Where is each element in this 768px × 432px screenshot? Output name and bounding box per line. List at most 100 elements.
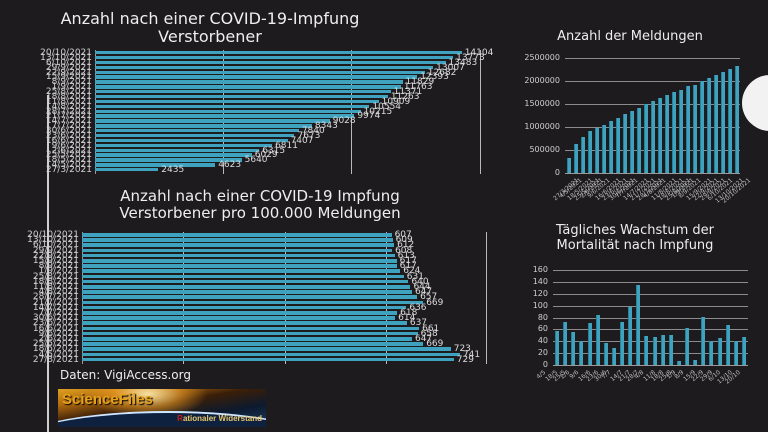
bar-value-label: 2435: [161, 165, 185, 176]
bar: [664, 94, 669, 173]
bar: [95, 55, 454, 60]
category-label: 15/9/2021: [45, 72, 92, 83]
bar: [650, 101, 655, 173]
bar: [82, 347, 451, 352]
bar: [82, 305, 407, 310]
y-tick-label: 100: [532, 300, 548, 310]
y-tick-label: 60: [537, 324, 548, 334]
bar: [82, 290, 412, 294]
grid-line: [553, 270, 748, 271]
bar-value-label: 10215: [363, 106, 393, 117]
bar: [657, 97, 662, 173]
bar: [720, 72, 725, 173]
chart2-title-line2: Verstorbener pro 100.000 Meldungen: [119, 204, 401, 223]
bar-value-label: 4623: [218, 160, 242, 171]
bar: [573, 144, 578, 173]
bar: [587, 322, 592, 365]
bar-value-label: 647: [414, 334, 433, 344]
y-tick-label: 160: [532, 265, 548, 274]
bar-value-label: 640: [411, 276, 429, 287]
bar: [699, 80, 704, 173]
category-label: 25/5/2021: [45, 150, 92, 161]
sciencefiles-logo[interactable]: ScienceFiles Rationaler Widerstand: [58, 389, 266, 427]
bar: [95, 75, 418, 79]
bar-value-label: 12682: [427, 67, 457, 78]
bar: [82, 326, 420, 331]
bar-value-label: 7673: [297, 130, 321, 141]
bar-value-label: 741: [462, 349, 481, 360]
chart1-title-line1: Anzahl nach einer COVID-19-Impfung: [60, 9, 360, 28]
chart1-title-line2: Verstorbener: [158, 27, 262, 47]
bar-value-label: 637: [409, 318, 428, 329]
category-label: 14/7/2021: [45, 116, 92, 127]
bar: [82, 253, 395, 258]
bar: [601, 125, 606, 173]
category-label: 30/6/2021: [45, 126, 92, 137]
category-label: 1/9/2021: [51, 82, 92, 93]
bar: [555, 331, 560, 365]
bar: [95, 114, 355, 118]
bar: [95, 99, 379, 104]
grid-line: [565, 81, 740, 82]
chart3-reports-bar: 2500000 2000000 1500000 1000000 500000 0 27/3/…: [510, 53, 751, 215]
bar: [95, 138, 288, 143]
category-label: 21/7/2021: [32, 297, 79, 308]
bar: [733, 340, 738, 365]
bar-value-label: 11829: [405, 77, 435, 88]
bar-value-label: 617: [399, 256, 417, 266]
bar: [82, 259, 397, 263]
bar-value-label: 636: [409, 302, 427, 313]
bar: [82, 279, 409, 284]
bar-value-label: 631: [406, 271, 424, 282]
bar: [95, 51, 462, 55]
bar: [660, 334, 665, 365]
bar: [82, 337, 412, 341]
category-label: 13/10/2021: [27, 235, 79, 246]
bar: [643, 104, 648, 173]
bar: [82, 233, 392, 237]
logo-tagline: Rationaler Widerstand: [177, 414, 262, 423]
bar: [668, 334, 673, 365]
category-label: 4/5/2021: [51, 160, 92, 171]
category-label: 1/9/2021: [38, 266, 79, 277]
bar: [678, 90, 683, 173]
category-label: 25/8/2021: [45, 87, 92, 98]
bar: [615, 117, 620, 173]
bar-value-label: 647: [414, 287, 433, 298]
category-label: 29/9/2021: [45, 62, 92, 73]
category-label: 27/3/2021: [45, 165, 92, 176]
chart1-deaths-hbar: 14104 20/10/2021 13773 13/10/2021 13483 6/10/…: [0, 49, 500, 176]
y-tick-label: 1500000: [524, 99, 560, 108]
bar: [587, 131, 592, 173]
bar: [652, 336, 657, 365]
bar: [608, 121, 613, 173]
bar: [717, 337, 722, 365]
bar: [95, 85, 401, 89]
bar-value-label: 8343: [314, 121, 338, 132]
bar: [580, 137, 585, 173]
bar: [95, 129, 299, 133]
category-label: 4/5/2021: [38, 349, 79, 360]
bar: [95, 90, 391, 94]
bar-value-label: 657: [420, 292, 438, 303]
y-tick-label: 500000: [529, 145, 560, 154]
bar: [706, 77, 711, 173]
chart2-title: Anzahl nach einer COVID-19 Impfung Verst…: [60, 187, 460, 223]
bar-value-label: 614: [398, 313, 416, 324]
bar: [701, 316, 706, 365]
grid-line: [553, 341, 748, 343]
y-tick-label: 80: [537, 312, 548, 322]
category-label: 18/8/2021: [45, 91, 92, 102]
category-label: 25/8/2021: [32, 271, 79, 282]
data-source: Daten: VigiAccess.org: [60, 368, 191, 382]
y-tick-label: 140: [532, 276, 548, 286]
bar: [622, 114, 627, 173]
bar: [636, 107, 641, 173]
bar: [82, 311, 398, 315]
category-label: 9/6/2021: [51, 140, 92, 151]
category-label: 20/10/2021: [27, 230, 79, 240]
bar-value-label: 608: [395, 245, 413, 256]
bar: [563, 322, 568, 365]
logo-name: ScienceFiles: [62, 391, 153, 408]
grid-line: [553, 305, 748, 307]
